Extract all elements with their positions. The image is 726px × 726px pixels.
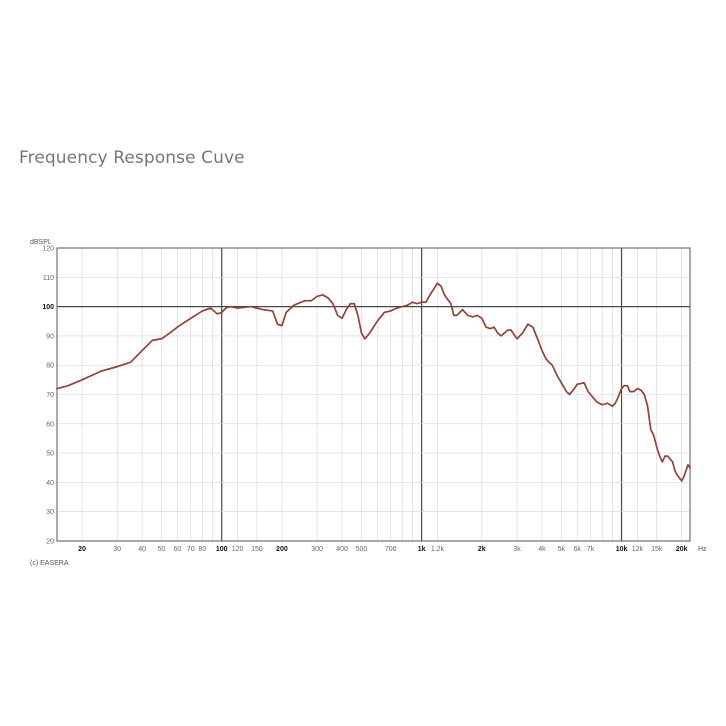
x-axis-unit-label: Hz — [698, 546, 707, 553]
response-curve-group — [56, 282, 691, 482]
y-tick-label: 80 — [46, 363, 54, 370]
x-tick-label: 10k — [616, 546, 628, 553]
x-tick-label: 100 — [216, 546, 228, 553]
y-tick-label: 110 — [43, 275, 54, 282]
x-tick-label: 15k — [651, 546, 663, 553]
x-tick-label: 30 — [113, 546, 121, 553]
x-tick-label: 5k — [558, 546, 566, 553]
y-tick-label: 100 — [42, 304, 54, 311]
response-curve-shadow — [56, 282, 691, 482]
x-tick-label: 700 — [385, 546, 397, 553]
y-tick-label: 90 — [46, 333, 54, 340]
x-tick-label: 20k — [676, 546, 688, 553]
y-tick-label: 60 — [46, 421, 54, 428]
x-tick-label: 4k — [538, 546, 546, 553]
response-curve-line — [56, 282, 691, 482]
x-tick-label: 1k — [418, 546, 426, 553]
y-tick-labels: 20 30 40 50 60 70 80 90 100 110 120 — [42, 246, 54, 546]
x-tick-label: 120 — [232, 546, 244, 553]
y-tick-label: 40 — [46, 480, 54, 487]
x-tick-label: 6k — [573, 546, 581, 553]
x-tick-label: 2k — [478, 546, 486, 553]
x-tick-label: 300 — [311, 546, 323, 553]
x-tick-label: 40 — [138, 546, 146, 553]
x-tick-label: 70 — [187, 546, 195, 553]
y-tick-label: 30 — [46, 509, 54, 516]
y-tick-label: 50 — [46, 451, 54, 458]
x-tick-label: 400 — [336, 546, 348, 553]
chart-credit: (c) EASERA — [30, 560, 69, 567]
y-tick-label: 70 — [46, 392, 54, 399]
y-tick-label: 120 — [42, 246, 54, 253]
x-tick-label: 80 — [198, 546, 206, 553]
x-tick-label: 150 — [251, 546, 263, 553]
x-tick-label: 1.2k — [431, 546, 445, 553]
x-tick-labels: 20 30 40 50 60 70 80 100 120 150 200 300 400 500 700 1k… — [78, 546, 688, 553]
chart-grid — [57, 247, 690, 542]
y-tick-label: 20 — [46, 539, 54, 546]
x-tick-label: 60 — [173, 546, 181, 553]
x-tick-label: 3k — [513, 546, 521, 553]
x-tick-label: 20 — [78, 546, 86, 553]
page-title: Frequency Response Cuve — [19, 148, 245, 168]
x-tick-label: 12k — [632, 546, 644, 553]
y-axis-unit-label: dBSPL — [30, 239, 52, 246]
x-tick-label: 7k — [587, 546, 595, 553]
x-tick-label: 500 — [356, 546, 368, 553]
plot-frame — [56, 247, 691, 542]
x-tick-label: 50 — [158, 546, 166, 553]
x-tick-label: 200 — [276, 546, 288, 553]
